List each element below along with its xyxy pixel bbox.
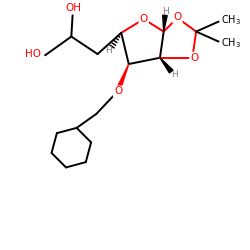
Polygon shape <box>116 64 129 92</box>
Text: H: H <box>162 6 169 16</box>
Polygon shape <box>163 15 167 32</box>
Text: O: O <box>190 53 198 63</box>
Polygon shape <box>160 58 173 73</box>
Text: CH$_3$: CH$_3$ <box>221 14 241 27</box>
Text: H: H <box>106 46 112 55</box>
Text: HO: HO <box>26 49 42 59</box>
Text: O: O <box>173 12 182 22</box>
Text: CH$_3$: CH$_3$ <box>221 36 241 50</box>
Text: H: H <box>172 70 178 79</box>
Text: O: O <box>114 86 122 97</box>
Text: O: O <box>140 14 148 24</box>
Text: OH: OH <box>65 3 81 13</box>
